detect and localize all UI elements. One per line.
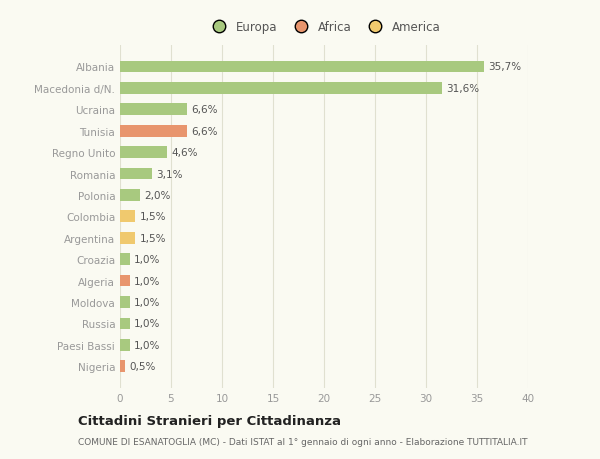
Bar xyxy=(120,168,152,180)
Text: 31,6%: 31,6% xyxy=(446,84,479,94)
Text: 1,0%: 1,0% xyxy=(134,255,161,264)
Text: 1,5%: 1,5% xyxy=(139,233,166,243)
Bar xyxy=(120,361,125,372)
Text: 35,7%: 35,7% xyxy=(488,62,521,73)
Legend: Europa, Africa, America: Europa, Africa, America xyxy=(204,17,444,38)
Text: 1,0%: 1,0% xyxy=(134,297,161,308)
Text: 1,0%: 1,0% xyxy=(134,340,161,350)
Text: 1,0%: 1,0% xyxy=(134,276,161,286)
Bar xyxy=(120,104,187,116)
Text: 4,6%: 4,6% xyxy=(171,148,197,158)
Bar xyxy=(120,275,130,287)
Text: 2,0%: 2,0% xyxy=(145,190,171,201)
Bar xyxy=(120,62,484,73)
Text: COMUNE DI ESANATOGLIA (MC) - Dati ISTAT al 1° gennaio di ogni anno - Elaborazion: COMUNE DI ESANATOGLIA (MC) - Dati ISTAT … xyxy=(78,437,527,446)
Bar xyxy=(120,339,130,351)
Bar xyxy=(120,318,130,330)
Bar xyxy=(120,211,136,223)
Bar xyxy=(120,254,130,265)
Bar xyxy=(120,232,136,244)
Bar xyxy=(120,126,187,137)
Bar xyxy=(120,83,442,95)
Text: 0,5%: 0,5% xyxy=(129,361,155,371)
Bar xyxy=(120,297,130,308)
Text: 1,0%: 1,0% xyxy=(134,319,161,329)
Text: Cittadini Stranieri per Cittadinanza: Cittadini Stranieri per Cittadinanza xyxy=(78,414,341,428)
Bar xyxy=(120,190,140,202)
Text: 3,1%: 3,1% xyxy=(156,169,182,179)
Text: 6,6%: 6,6% xyxy=(191,126,218,136)
Bar xyxy=(120,147,167,159)
Text: 1,5%: 1,5% xyxy=(139,212,166,222)
Text: 6,6%: 6,6% xyxy=(191,105,218,115)
